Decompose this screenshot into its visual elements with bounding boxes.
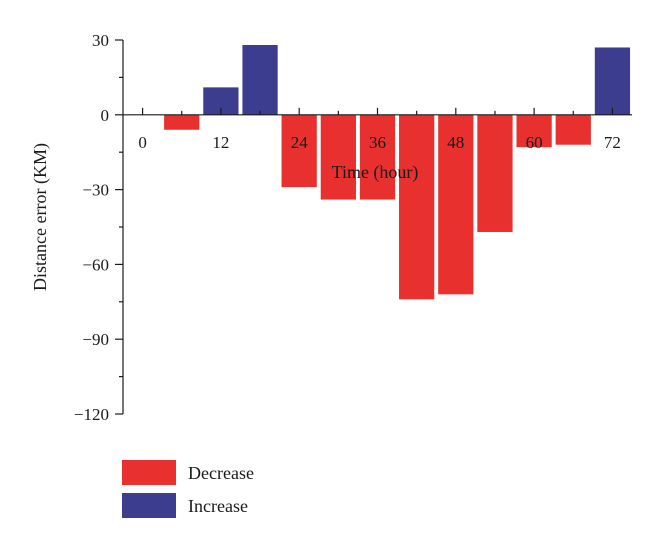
legend-label-decrease: Decrease xyxy=(188,463,254,483)
y-tick-label: −60 xyxy=(82,255,109,274)
bar-decrease-30 xyxy=(320,114,356,200)
y-tick-label: 0 xyxy=(101,106,110,125)
legend-label-increase: Increase xyxy=(188,496,248,516)
bar-decrease-24 xyxy=(281,114,317,188)
bar-decrease-66 xyxy=(555,114,591,145)
x-ticks: 0 12 24 36 48 60 72 xyxy=(138,107,621,152)
bar-decrease-42 xyxy=(399,114,435,300)
x-tick-label: 60 xyxy=(526,133,543,152)
x-tick-label: 72 xyxy=(604,133,621,152)
legend-swatch-increase xyxy=(122,493,176,518)
y-tick-label: −120 xyxy=(74,405,109,424)
legend-swatch-decrease xyxy=(122,460,176,485)
bar-decrease-60 xyxy=(516,114,552,148)
bars-group xyxy=(164,44,631,300)
legend: Decrease Increase xyxy=(122,460,254,518)
y-axis-title: Distance error (KM) xyxy=(30,143,51,291)
bar-decrease-6 xyxy=(164,114,200,130)
bar-increase-72 xyxy=(594,47,631,115)
y-tick-label: 30 xyxy=(92,31,109,50)
x-axis-title: Time (hour) xyxy=(332,162,419,183)
y-tick-label: −90 xyxy=(82,330,109,349)
x-tick-label: 36 xyxy=(369,133,386,152)
bar-decrease-54 xyxy=(477,114,513,232)
x-tick-label: 0 xyxy=(138,133,147,152)
y-ticks: 30 0 −30 −60 −90 −120 xyxy=(74,31,123,424)
x-tick-label: 12 xyxy=(212,133,229,152)
x-tick-label: 24 xyxy=(291,133,309,152)
bar-decrease-36 xyxy=(359,114,396,200)
bar-increase-18 xyxy=(242,44,278,115)
x-tick-label: 48 xyxy=(447,133,464,152)
bar-decrease-48 xyxy=(438,114,474,295)
y-tick-label: −30 xyxy=(82,181,109,200)
